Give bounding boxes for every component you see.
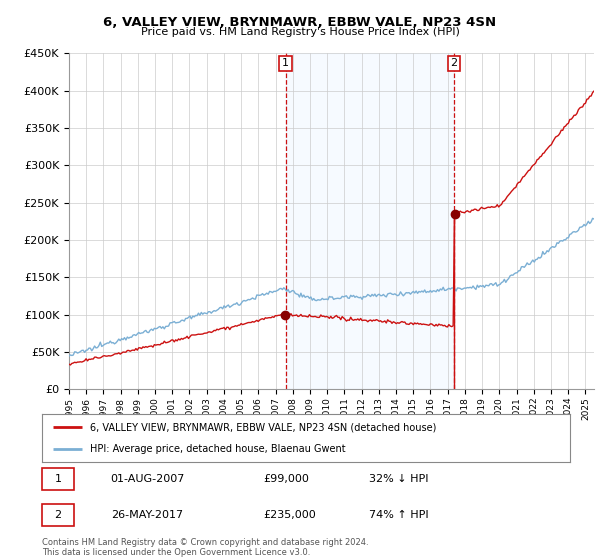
Text: Contains HM Land Registry data © Crown copyright and database right 2024.
This d: Contains HM Land Registry data © Crown c… — [42, 538, 368, 557]
Text: 2: 2 — [54, 510, 61, 520]
Text: 2: 2 — [451, 58, 458, 68]
Text: 6, VALLEY VIEW, BRYNMAWR, EBBW VALE, NP23 4SN (detached house): 6, VALLEY VIEW, BRYNMAWR, EBBW VALE, NP2… — [89, 422, 436, 432]
FancyBboxPatch shape — [42, 468, 74, 489]
Text: 01-AUG-2007: 01-AUG-2007 — [110, 474, 185, 484]
Text: 6, VALLEY VIEW, BRYNMAWR, EBBW VALE, NP23 4SN: 6, VALLEY VIEW, BRYNMAWR, EBBW VALE, NP2… — [103, 16, 497, 29]
Text: Price paid vs. HM Land Registry's House Price Index (HPI): Price paid vs. HM Land Registry's House … — [140, 27, 460, 37]
Text: 1: 1 — [282, 58, 289, 68]
Text: HPI: Average price, detached house, Blaenau Gwent: HPI: Average price, detached house, Blae… — [89, 444, 345, 454]
FancyBboxPatch shape — [42, 505, 74, 526]
Text: £99,000: £99,000 — [264, 474, 310, 484]
Text: £235,000: £235,000 — [264, 510, 317, 520]
Bar — [286, 53, 454, 389]
Text: 26-MAY-2017: 26-MAY-2017 — [110, 510, 183, 520]
Text: 1: 1 — [55, 474, 61, 484]
Text: 32% ↓ HPI: 32% ↓ HPI — [370, 474, 429, 484]
Text: 74% ↑ HPI: 74% ↑ HPI — [370, 510, 429, 520]
